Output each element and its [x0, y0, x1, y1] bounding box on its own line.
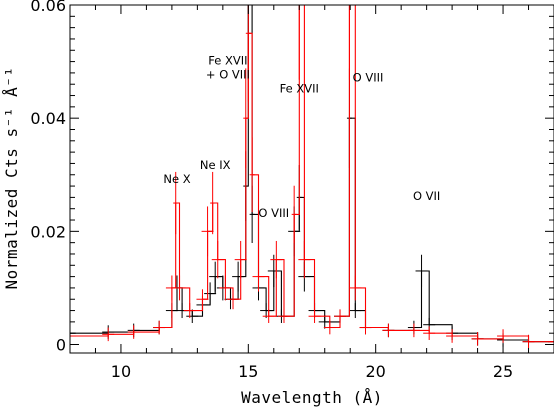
series-1-point: [407, 323, 420, 338]
series-1-point: [201, 206, 214, 257]
series-1-point: [219, 275, 232, 301]
series-1-point: [249, 137, 255, 213]
series-1-point: [277, 309, 290, 324]
y-tick-labels: 0 0.02 0.04 0.06: [30, 0, 66, 355]
series-1-point: [262, 309, 275, 324]
series-0-point: [232, 261, 245, 292]
y-tick-label: 0: [56, 336, 66, 355]
series-0-point: [186, 309, 199, 324]
series-1-point: [153, 320, 166, 335]
y-tick-label: 0.06: [30, 0, 66, 15]
y-axis-title: Normalized Cts s⁻¹ Å⁻¹: [2, 67, 21, 290]
y-tick-label: 0.04: [30, 109, 66, 128]
x-tick-label: 10: [111, 362, 131, 381]
series-1-point: [173, 171, 179, 235]
series-1-point: [346, 5, 352, 80]
series-1-point: [234, 240, 247, 279]
series-1-point: [127, 325, 140, 339]
series-0-point: [209, 261, 222, 292]
series-1-point: [211, 240, 224, 279]
series-0-point: [267, 254, 280, 288]
series-1-point: [270, 240, 283, 279]
series-1-point: [296, 5, 302, 80]
series-1-point: [308, 309, 321, 324]
series-1-point: [349, 275, 362, 301]
line-annotation: O VII: [413, 189, 440, 203]
y-tick-label: 0.02: [30, 222, 66, 241]
x-tick-label: 20: [366, 362, 386, 381]
x-tick-label: 25: [493, 362, 513, 381]
series-1-point: [196, 289, 209, 310]
plot-frame: [69, 4, 554, 354]
series-0-line: [70, 5, 554, 343]
line-annotation: Ne IX: [200, 158, 231, 172]
line-annotation: O VIII: [353, 70, 384, 84]
series-1-point: [291, 185, 297, 243]
series-1-point: [298, 240, 311, 279]
line-annotation: O VIII: [258, 206, 289, 220]
series-1-point: [252, 261, 265, 292]
x-tick-label: 15: [238, 362, 258, 381]
series-1-point: [173, 275, 186, 301]
series-1-point: [183, 303, 196, 319]
x-axis-title: Wavelength (Å): [241, 388, 383, 407]
series-0-point: [349, 303, 362, 319]
series-1-point: [446, 329, 459, 343]
series-1-point: [548, 334, 554, 349]
series-1-point: [227, 289, 240, 310]
series-0-point: [318, 315, 331, 329]
x-tick-labels: 10 15 20 25: [111, 362, 513, 381]
series-1-point: [323, 320, 336, 335]
series-1-point: [497, 329, 510, 343]
series-0-point: [415, 254, 428, 288]
series-1-point: [423, 326, 436, 340]
line-annotation: Fe XVII: [280, 82, 319, 96]
series-1-point: [382, 323, 395, 338]
line-annotation: Ne X: [163, 172, 190, 186]
series-1-point: [471, 332, 484, 346]
series-1-point: [243, 68, 249, 168]
series-0-point: [204, 282, 217, 305]
series-1-point: [334, 309, 347, 324]
series-1-point: [245, 5, 251, 102]
series-1-point: [70, 329, 76, 343]
series-1-point: [359, 320, 372, 335]
tick-layer: [69, 4, 554, 353]
series-1-point: [102, 327, 115, 342]
series-1-point: [522, 334, 535, 349]
series-1-line: [70, 5, 554, 343]
line-annotation: + O VIII: [206, 68, 250, 82]
line-annotation: Fe XVII: [208, 53, 247, 67]
series-layer: [70, 5, 554, 349]
series-1-point: [210, 171, 216, 235]
series-0-point: [260, 303, 273, 319]
